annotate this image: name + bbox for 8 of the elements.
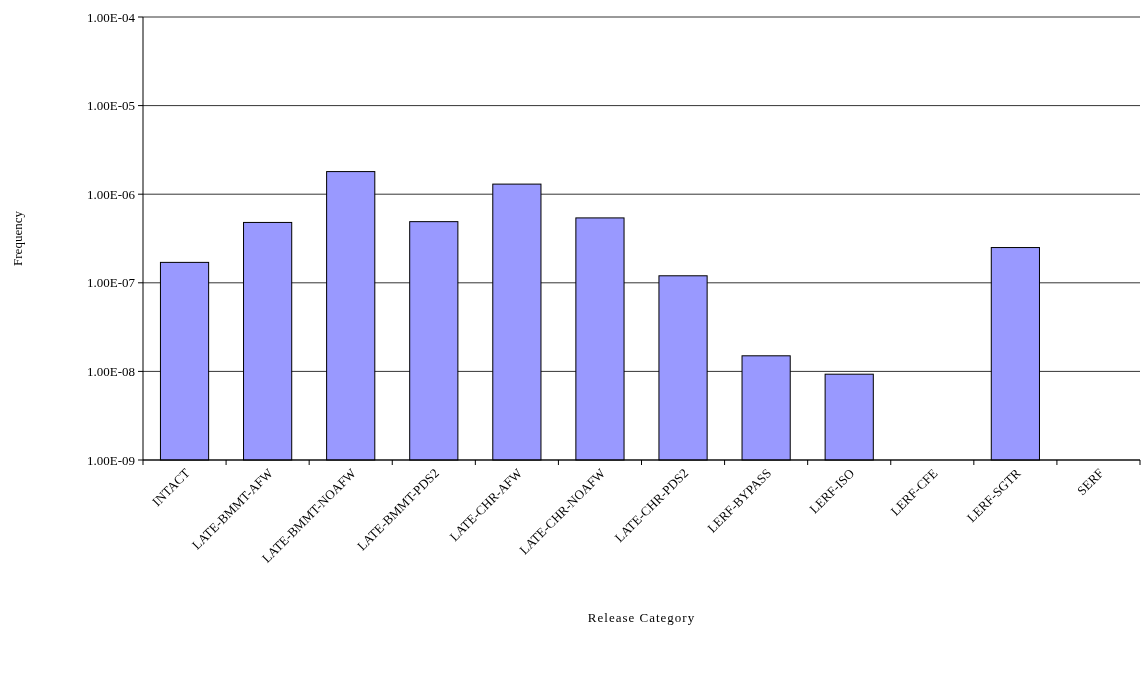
y-tick-label: 1.00E-05: [86, 98, 135, 114]
y-tick-label: 1.00E-06: [86, 186, 136, 202]
y-tick-label: 1.00E-08: [86, 363, 135, 379]
y-tick-label: 1.00E-09: [86, 452, 135, 468]
x-axis-title: Release Category: [587, 610, 696, 625]
y-tick-label: 1.00E-04: [86, 9, 136, 25]
y-axis-title: Frequency: [10, 210, 25, 266]
y-tick-label: 1.00E-07: [86, 275, 136, 291]
